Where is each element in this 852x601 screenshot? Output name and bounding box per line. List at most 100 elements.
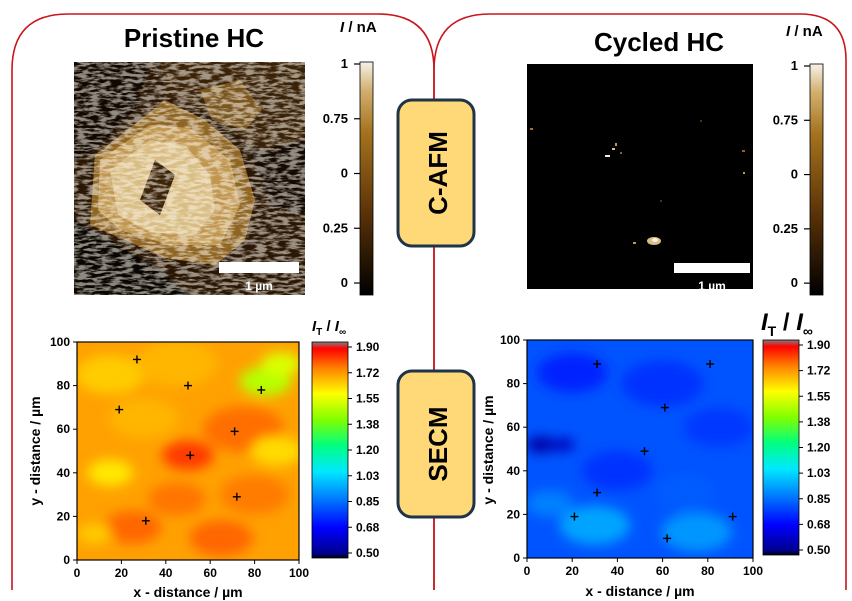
cafm-colorbar-ticks-pristine: 1 0.75 0 0.25 0 xyxy=(323,56,360,290)
y-axis-ticks-cycled: 0 20 40 60 80 100 xyxy=(500,333,527,565)
secm-heatmap-cycled: 0 20 40 60 80 100 0 20 40 60 80 100 xyxy=(500,333,763,578)
x-axis-ticks-cycled: 0 20 40 60 80 100 xyxy=(524,558,763,578)
measurement-marker xyxy=(257,385,266,394)
right-panel-title: Cycled HC xyxy=(594,27,724,57)
y-axis-label-cycled: y - distance / µm xyxy=(480,395,496,504)
secm-colorbar-ticks-cycled: 1.90 1.72 1.55 1.38 1.20 1.03 0.85 0.68 0.50 xyxy=(799,338,831,557)
heatmap-region xyxy=(683,407,753,447)
heatmap-region xyxy=(148,482,206,516)
heatmap-region xyxy=(582,451,653,491)
measurement-marker xyxy=(570,512,579,521)
secm-heatmap-pristine: 0 20 40 60 80 100 0 20 40 60 80 100 xyxy=(50,335,309,580)
measurement-marker xyxy=(186,451,195,460)
heatmap-region xyxy=(189,520,254,557)
heatmap-region xyxy=(77,355,145,395)
colorbar-tick-label: 0 xyxy=(791,167,798,182)
x-tick-label: 20 xyxy=(115,566,129,580)
x-tick-label: 20 xyxy=(566,564,580,578)
cafm-image-pristine xyxy=(74,62,305,295)
heatmap-region xyxy=(655,476,715,509)
cafm-scale-bar-cycled xyxy=(674,263,750,273)
y-tick-label: 20 xyxy=(57,509,71,523)
x-tick-label: 100 xyxy=(743,564,763,578)
colorbar-tick-label: 1.55 xyxy=(356,392,380,406)
heatmap-region xyxy=(536,353,608,393)
colorbar-tick-label: 0.50 xyxy=(356,546,380,560)
x-tick-label: 0 xyxy=(74,566,81,580)
colorbar-tick-label: 0.85 xyxy=(356,495,380,509)
colorbar-tick-label: 0.68 xyxy=(807,517,831,531)
secm-unit-label-pristine: IT / I∞ xyxy=(312,318,346,338)
heatmap-region xyxy=(621,360,704,407)
colorbar-tick-label: 1.55 xyxy=(807,389,831,403)
measurement-marker xyxy=(141,516,150,525)
x-axis-label-cycled: x - distance / µm xyxy=(585,583,694,599)
cafm-scale-label-pristine: 1 µm xyxy=(245,279,273,293)
x-tick-label: 40 xyxy=(159,566,173,580)
secm-unit-label-cycled: IT / I∞ xyxy=(761,309,813,339)
x-tick-label: 100 xyxy=(289,566,309,580)
x-axis-label-pristine: x - distance / µm xyxy=(133,584,242,600)
measurement-marker xyxy=(230,427,239,436)
colorbar-tick-label: 1.90 xyxy=(356,340,380,354)
x-tick-label: 60 xyxy=(656,564,670,578)
measurement-marker xyxy=(593,359,602,368)
colorbar-tick-label: 1.72 xyxy=(807,364,831,378)
cafm-colorbar-ticks-cycled: 1 0.75 0 0.25 0 xyxy=(773,58,810,290)
measurement-marker xyxy=(115,405,124,414)
colorbar-tick-label: 1.72 xyxy=(356,366,380,380)
y-tick-label: 60 xyxy=(507,420,521,434)
cafm-colorbar-cycled xyxy=(809,63,824,296)
colorbar-tick-label: 1.03 xyxy=(807,466,831,480)
y-tick-label: 80 xyxy=(57,379,71,393)
right-panel-border xyxy=(433,13,847,590)
colorbar-tick-label: 0.75 xyxy=(773,112,798,127)
y-tick-label: 20 xyxy=(507,507,521,521)
measurement-marker xyxy=(232,492,241,501)
y-tick-label: 100 xyxy=(500,333,520,347)
measurement-marker xyxy=(640,447,649,456)
cafm-scale-bar-pristine xyxy=(219,262,299,273)
heatmap-region xyxy=(527,436,556,453)
heatmap-region xyxy=(261,352,299,376)
measurement-marker xyxy=(593,488,602,497)
cafm-scale-label-cycled: 1 µm xyxy=(698,279,726,293)
x-tick-label: 80 xyxy=(248,566,262,580)
y-tick-label: 40 xyxy=(57,466,71,480)
colorbar-tick-label: 0.75 xyxy=(323,111,348,126)
colorbar-tick-label: 1.38 xyxy=(807,415,831,429)
colorbar-tick-label: 0 xyxy=(341,275,348,290)
x-tick-label: 60 xyxy=(204,566,218,580)
cafm-unit-label-pristine: I / nA xyxy=(340,19,377,36)
colorbar-tick-label: 1.20 xyxy=(356,443,380,457)
colorbar-tick-label: 0 xyxy=(791,275,798,290)
cafm-image-cycled xyxy=(527,64,753,289)
y-axis-label-pristine: y - distance / µm xyxy=(27,396,43,505)
secm-colorbar-ticks-pristine: 1.90 1.72 1.55 1.38 1.20 1.03 0.85 0.68 0.50 xyxy=(348,340,380,560)
secm-method-badge: SECM xyxy=(396,369,476,519)
heatmap-region xyxy=(136,342,218,387)
heatmap-region xyxy=(103,510,162,544)
colorbar-tick-label: 1.38 xyxy=(356,417,380,431)
heatmap-region xyxy=(219,474,290,515)
measurement-marker xyxy=(184,381,192,390)
x-tick-label: 80 xyxy=(701,564,715,578)
y-tick-label: 80 xyxy=(507,377,521,391)
secm-colorbar-pristine xyxy=(311,341,349,559)
heatmap-region xyxy=(551,438,575,452)
colorbar-tick-label: 0.25 xyxy=(773,221,798,236)
y-tick-label: 0 xyxy=(513,551,520,565)
x-axis-ticks-pristine: 0 20 40 60 80 100 xyxy=(74,560,309,580)
colorbar-tick-label: 1.90 xyxy=(807,338,831,352)
colorbar-tick-label: 1.20 xyxy=(807,441,831,455)
heatmap-region xyxy=(527,490,574,517)
secm-colorbar-cycled xyxy=(762,339,800,556)
heatmap-region xyxy=(559,505,631,545)
measurement-marker xyxy=(132,355,141,364)
svg-text:SECM: SECM xyxy=(423,406,453,481)
colorbar-tick-label: 0.25 xyxy=(323,220,348,235)
colorbar-tick-label: 0.68 xyxy=(356,520,380,534)
colorbar-tick-label: 0.85 xyxy=(807,492,831,506)
y-tick-label: 40 xyxy=(507,464,521,478)
y-axis-ticks-pristine: 0 20 40 60 80 100 xyxy=(50,335,77,567)
